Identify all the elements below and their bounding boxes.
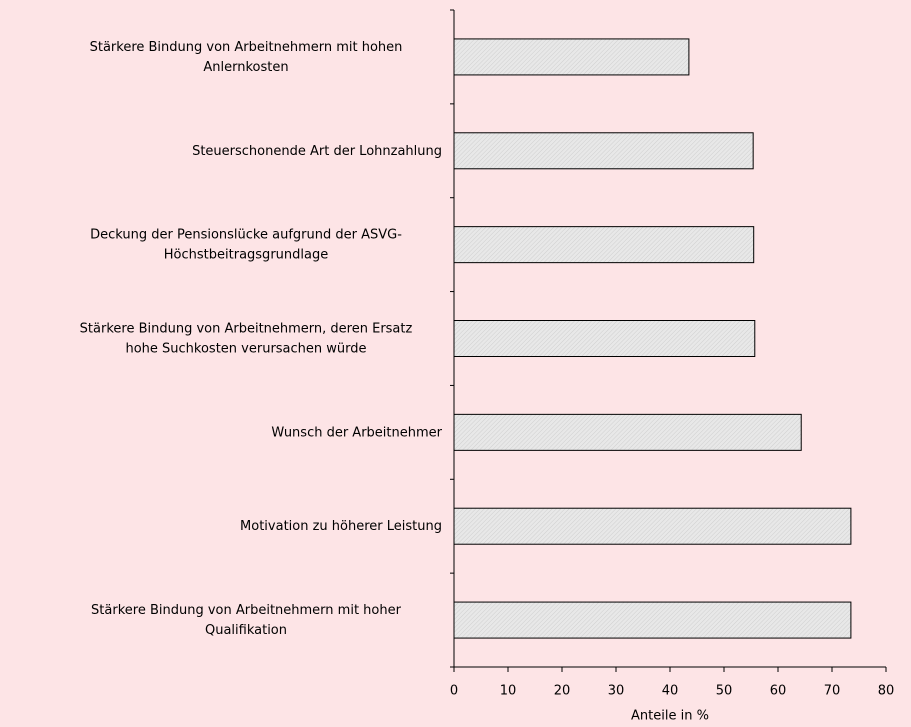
- bar: [453, 38, 690, 76]
- y-tick-label: Motivation zu höherer Leistung: [240, 519, 442, 534]
- y-tick-label: Stärkere Bindung von Arbeitnehmern mit h…: [91, 603, 402, 638]
- x-axis-label: Anteile in %: [631, 709, 709, 724]
- bar: [453, 132, 754, 170]
- x-tick-label: 70: [824, 684, 841, 699]
- y-tick-label: Stärkere Bindung von Arbeitnehmern mit h…: [90, 39, 403, 74]
- bar: [453, 507, 852, 545]
- bar: [453, 320, 756, 357]
- y-tick-label: Steuerschonende Art der Lohnzahlung: [192, 143, 442, 158]
- x-tick-label: 30: [608, 684, 625, 699]
- x-tick-label: 20: [554, 684, 571, 699]
- x-tick-label: 40: [662, 684, 679, 699]
- bar: [453, 413, 802, 451]
- x-tick-label: 50: [716, 684, 733, 699]
- y-tick-label: Deckung der Pensionslücke aufgrund der A…: [90, 227, 402, 262]
- bar: [453, 226, 755, 264]
- x-tick-label: 10: [500, 684, 517, 699]
- x-tick-label: 0: [450, 684, 458, 699]
- x-tick-label: 60: [770, 684, 787, 699]
- y-tick-label: Wunsch der Arbeitnehmer: [271, 425, 442, 440]
- y-tick-label: Stärkere Bindung von Arbeitnehmern, dere…: [80, 321, 413, 356]
- bar: [453, 601, 852, 639]
- x-tick-label: 80: [878, 684, 895, 699]
